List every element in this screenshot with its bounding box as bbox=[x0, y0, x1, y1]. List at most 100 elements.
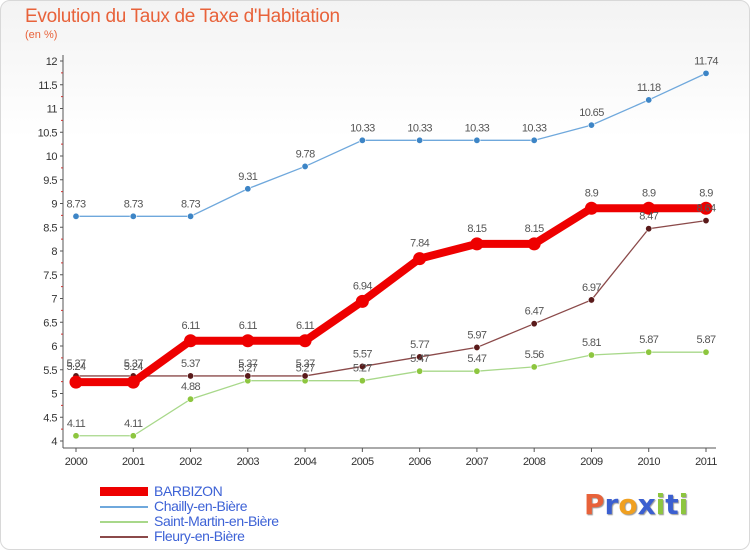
data-point-saint-martin-en-bie-re bbox=[129, 432, 137, 440]
data-point-saint-martin-en-bie-re bbox=[72, 432, 80, 440]
series-line-chailly-en-bie-re bbox=[76, 72, 707, 217]
data-label-chailly-en-bie-re: 10.65 bbox=[579, 107, 604, 119]
logo-letter: P bbox=[584, 488, 605, 521]
chart-title: Evolution du Taux de Taxe d'Habitation bbox=[25, 6, 340, 27]
legend-item-saint-martin-en-bie-re: Saint-Martin-en-Bière bbox=[100, 514, 400, 529]
data-point-fleury-en-bie-re bbox=[187, 372, 195, 380]
data-label-fleury-en-bie-re: 6.47 bbox=[525, 306, 544, 318]
data-point-barbizon bbox=[241, 334, 255, 348]
data-point-barbizon bbox=[527, 237, 541, 251]
data-point-chailly-en-bie-re bbox=[587, 121, 595, 129]
x-tick-label: 2001 bbox=[122, 456, 145, 468]
data-point-chailly-en-bie-re bbox=[530, 136, 538, 144]
data-label-fleury-en-bie-re: 5.57 bbox=[353, 348, 372, 360]
legend-swatch bbox=[100, 521, 148, 523]
data-label-chailly-en-bie-re: 10.33 bbox=[522, 122, 547, 134]
data-point-fleury-en-bie-re bbox=[587, 296, 595, 304]
data-label-saint-martin-en-bie-re: 5.56 bbox=[525, 349, 544, 361]
series-line-fleury-en-bie-re bbox=[76, 219, 707, 377]
legend-label: BARBIZON bbox=[154, 483, 223, 499]
data-point-chailly-en-bie-re bbox=[358, 136, 366, 144]
data-point-fleury-en-bie-re bbox=[301, 372, 309, 380]
logo-letter: i bbox=[655, 488, 666, 521]
data-label-barbizon: 8.9 bbox=[585, 187, 599, 199]
data-label-barbizon: 6.11 bbox=[239, 320, 258, 332]
data-point-barbizon bbox=[470, 237, 484, 251]
data-point-barbizon bbox=[584, 201, 598, 215]
series-line-barbizon bbox=[76, 204, 706, 387]
data-point-chailly-en-bie-re bbox=[129, 212, 137, 220]
data-point-fleury-en-bie-re bbox=[530, 320, 538, 328]
data-label-barbizon: 7.84 bbox=[410, 238, 429, 250]
y-tick-label: 8.5 bbox=[43, 222, 57, 234]
data-point-saint-martin-en-bie-re bbox=[587, 351, 595, 359]
data-label-barbizon: 8.9 bbox=[699, 187, 713, 199]
y-unit-label: (en %) bbox=[25, 29, 58, 41]
data-label-fleury-en-bie-re: 5.37 bbox=[124, 358, 143, 370]
x-tick-label: 2000 bbox=[65, 456, 88, 468]
data-point-saint-martin-en-bie-re bbox=[187, 395, 195, 403]
data-label-chailly-en-bie-re: 8.73 bbox=[66, 198, 85, 210]
data-point-chailly-en-bie-re bbox=[301, 162, 309, 170]
data-label-saint-martin-en-bie-re: 4.11 bbox=[67, 418, 86, 430]
data-label-saint-martin-en-bie-re: 5.87 bbox=[696, 334, 715, 346]
data-point-chailly-en-bie-re bbox=[244, 185, 252, 193]
legend-swatch bbox=[100, 536, 148, 538]
data-point-chailly-en-bie-re bbox=[187, 212, 195, 220]
proxiti-logo: Proxiti bbox=[584, 488, 688, 521]
legend-swatch bbox=[100, 506, 148, 508]
data-label-barbizon: 6.11 bbox=[296, 320, 315, 332]
data-label-fleury-en-bie-re: 5.37 bbox=[66, 358, 85, 370]
data-point-fleury-en-bie-re bbox=[244, 372, 252, 380]
data-point-saint-martin-en-bie-re bbox=[416, 367, 424, 375]
data-point-barbizon bbox=[69, 375, 83, 389]
series-lines bbox=[69, 69, 713, 440]
data-label-saint-martin-en-bie-re: 4.11 bbox=[124, 418, 143, 430]
data-point-saint-martin-en-bie-re bbox=[645, 348, 653, 356]
data-label-saint-martin-en-bie-re: 5.27 bbox=[296, 363, 315, 375]
data-label-chailly-en-bie-re: 9.31 bbox=[238, 171, 257, 183]
data-point-chailly-en-bie-re bbox=[473, 136, 481, 144]
data-label-fleury-en-bie-re: 5.77 bbox=[410, 339, 429, 351]
y-tick-label: 10 bbox=[46, 151, 58, 163]
data-label-saint-martin-en-bie-re: 5.81 bbox=[582, 337, 601, 349]
data-label-barbizon: 8.9 bbox=[642, 187, 656, 199]
data-label-barbizon: 8.15 bbox=[467, 223, 486, 235]
data-point-barbizon bbox=[355, 294, 369, 308]
legend-label: Fleury-en-Bière bbox=[154, 528, 245, 544]
y-tick-label: 6 bbox=[51, 341, 57, 353]
x-tick-label: 2011 bbox=[695, 456, 717, 468]
y-tick-label: 5.5 bbox=[43, 365, 57, 377]
logo-letter: x bbox=[637, 488, 656, 521]
data-point-fleury-en-bie-re bbox=[645, 225, 653, 233]
data-label-chailly-en-bie-re: 8.73 bbox=[181, 198, 200, 210]
data-point-chailly-en-bie-re bbox=[72, 212, 80, 220]
data-label-saint-martin-en-bie-re: 5.27 bbox=[353, 363, 372, 375]
data-labels: 5.24 5.24 6.11 6.11 6.11 6.94 7.84 8.15 8.15 8.9 8… bbox=[66, 55, 718, 429]
data-point-barbizon bbox=[413, 252, 427, 266]
data-label-saint-martin-en-bie-re: 5.87 bbox=[639, 334, 658, 346]
axes: 44.555.566.577.588.599.51010.51111.51220… bbox=[38, 55, 718, 468]
data-label-barbizon: 5.24 bbox=[124, 361, 143, 373]
data-label-chailly-en-bie-re: 10.33 bbox=[465, 122, 490, 134]
data-label-saint-martin-en-bie-re: 5.27 bbox=[238, 363, 257, 375]
y-tick-label: 12 bbox=[46, 56, 58, 68]
data-label-fleury-en-bie-re: 5.97 bbox=[467, 329, 486, 341]
data-label-chailly-en-bie-re: 8.73 bbox=[124, 198, 143, 210]
logo-letter: t bbox=[665, 488, 679, 521]
y-tick-label: 7 bbox=[51, 294, 57, 306]
data-point-saint-martin-en-bie-re bbox=[473, 367, 481, 375]
x-tick-label: 2010 bbox=[637, 456, 660, 468]
data-point-fleury-en-bie-re bbox=[358, 362, 366, 370]
data-point-chailly-en-bie-re bbox=[702, 69, 710, 77]
data-point-fleury-en-bie-re bbox=[702, 217, 710, 225]
data-label-chailly-en-bie-re: 11.74 bbox=[694, 55, 718, 67]
data-label-chailly-en-bie-re: 9.78 bbox=[296, 148, 315, 160]
data-point-saint-martin-en-bie-re bbox=[702, 348, 710, 356]
data-label-saint-martin-en-bie-re: 4.88 bbox=[181, 381, 200, 393]
legend-label: Chailly-en-Bière bbox=[154, 498, 248, 514]
y-tick-label: 4.5 bbox=[43, 412, 57, 424]
legend-item-chailly-en-bie-re: Chailly-en-Bière bbox=[100, 499, 400, 514]
y-tick-label: 8 bbox=[51, 246, 57, 258]
